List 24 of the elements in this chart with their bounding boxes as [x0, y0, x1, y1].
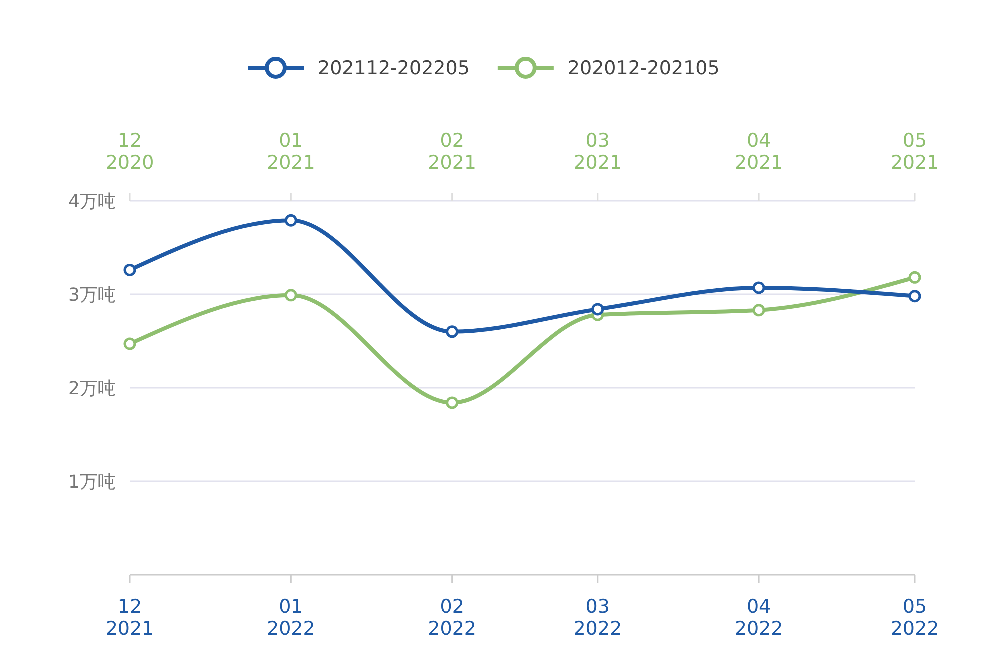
point — [284, 214, 298, 227]
x-tick-label: 03 2022 — [574, 596, 622, 640]
y-tick-label: 1万吨 — [68, 472, 116, 493]
x2-tick-label: 01 2021 — [266, 130, 316, 174]
y-tick-label: 4万吨 — [68, 191, 116, 212]
point — [752, 282, 766, 294]
legend-label: 202012-202105 — [568, 58, 720, 80]
x2-tick-label: 03 2021 — [574, 130, 622, 174]
point — [592, 303, 604, 316]
legend-label: 202112-202205 — [318, 58, 470, 80]
x-tick-label: 02 2022 — [428, 596, 476, 640]
x2-tick-label: 12 2020 — [106, 130, 154, 174]
x-tick-label: 04 2022 — [734, 596, 784, 640]
x-tick-label: 05 2022 — [890, 596, 940, 640]
y-tick-label: 3万吨 — [68, 284, 116, 306]
x2-tick-label: 02 2021 — [428, 130, 476, 174]
point — [908, 290, 922, 303]
x2-tick-label: 05 2021 — [890, 130, 940, 174]
point — [446, 326, 459, 338]
x-tick-label: 01 2022 — [266, 596, 316, 640]
x-tick-label: 12 2021 — [106, 596, 154, 640]
point — [124, 264, 136, 276]
y-tick-label: 2万吨 — [68, 378, 116, 400]
x2-tick-label: 04 2021 — [734, 130, 784, 174]
